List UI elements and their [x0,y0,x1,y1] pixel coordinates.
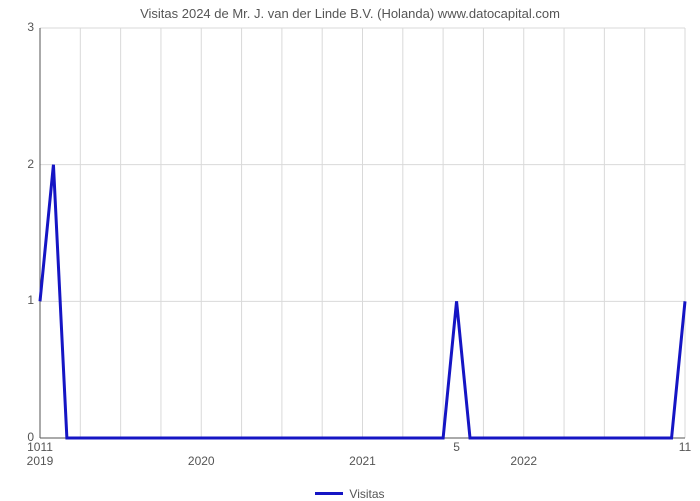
x-category-label: 2019 [27,454,54,468]
chart-legend: Visitas [0,482,700,501]
chart-plot [0,0,700,500]
y-tick-label: 2 [18,157,34,171]
x-category-label: 2021 [349,454,376,468]
x-category-label: 2020 [188,454,215,468]
x-value-label: 5 [453,440,460,454]
chart-container: Visitas 2024 de Mr. J. van der Linde B.V… [0,0,700,500]
x-category-label: 2022 [510,454,537,468]
legend-label: Visitas [349,487,384,501]
y-tick-label: 3 [18,20,34,34]
x-value-label: 1011 [27,440,53,454]
legend-swatch [315,492,343,495]
legend-item: Visitas [315,487,384,501]
x-value-label: 11 [679,440,691,454]
y-tick-label: 1 [18,293,34,307]
